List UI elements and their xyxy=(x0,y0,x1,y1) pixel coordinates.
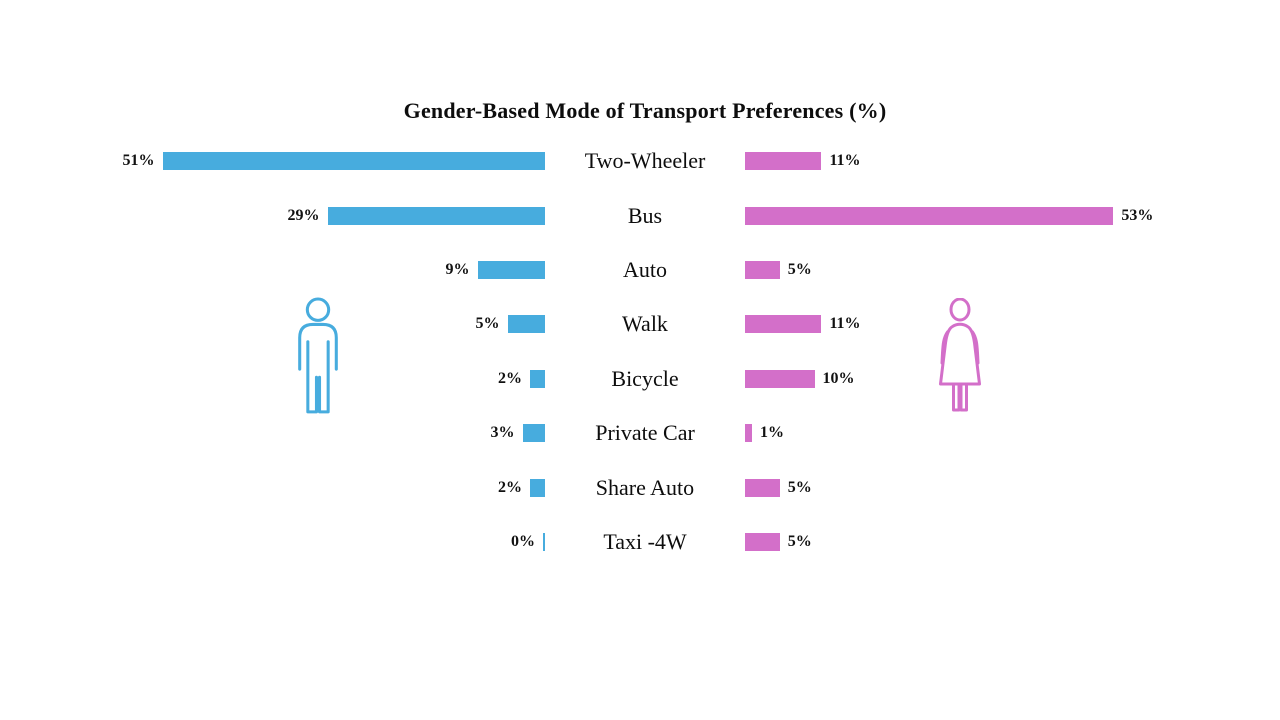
female-bar-pane: 5% xyxy=(745,478,1280,497)
male-person-icon xyxy=(298,297,338,414)
male-bar-pane: 5% xyxy=(0,315,545,334)
male-value-label: 51% xyxy=(122,152,155,170)
female-bar xyxy=(745,260,780,279)
female-bar-pane: 1% xyxy=(745,424,1280,443)
female-value-label: 5% xyxy=(787,532,812,550)
male-head xyxy=(305,297,331,322)
male-bar xyxy=(327,206,545,225)
category-label: Taxi -4W xyxy=(603,528,687,554)
male-value-label: 5% xyxy=(475,315,500,333)
male-bar xyxy=(162,152,545,171)
male-value-label: 29% xyxy=(287,206,320,224)
chart-title: Gender-Based Mode of Transport Preferenc… xyxy=(403,98,887,123)
female-bar-pane: 11% xyxy=(745,152,1280,171)
category-label: Two-Wheeler xyxy=(584,148,706,174)
category-label: Auto xyxy=(623,256,667,282)
female-figure xyxy=(939,298,981,412)
female-left-leg xyxy=(952,382,961,412)
female-head xyxy=(949,298,971,322)
female-bar-pane: 11% xyxy=(745,315,1280,334)
male-bar xyxy=(477,260,545,279)
male-bar xyxy=(530,478,545,497)
male-bar-pane: 2% xyxy=(0,478,545,497)
male-arms-shoulders xyxy=(298,322,338,371)
female-bar-pane: 53% xyxy=(745,206,1280,225)
chart-row: 51% Two-Wheeler 11% xyxy=(0,134,1280,188)
male-figure xyxy=(298,297,338,414)
male-bar xyxy=(530,369,545,388)
female-bar xyxy=(745,369,815,388)
female-left-arm xyxy=(940,330,949,365)
male-bar-pane: 9% xyxy=(0,260,545,279)
male-bar-pane: 3% xyxy=(0,424,545,443)
category-label: Private Car xyxy=(595,420,695,446)
male-value-label: 0% xyxy=(511,532,535,550)
female-bar xyxy=(745,424,752,443)
chart-row: 0% Taxi -4W 5% xyxy=(0,515,1280,569)
female-person-icon xyxy=(939,298,981,412)
female-bar-pane: 10% xyxy=(745,369,1280,388)
male-right-leg xyxy=(318,340,330,414)
female-value-label: 5% xyxy=(787,260,812,278)
female-value-label: 11% xyxy=(829,315,861,333)
female-bar xyxy=(745,206,1114,225)
category-label: Bus xyxy=(627,202,663,228)
male-bar xyxy=(507,315,545,334)
male-bar-pane: 2% xyxy=(0,369,545,388)
male-bar-pane: 51% xyxy=(0,152,545,171)
male-bar-pane: 0% xyxy=(0,532,545,551)
female-bar xyxy=(745,152,822,171)
category-label: Share Auto xyxy=(595,474,695,500)
female-value-label: 5% xyxy=(787,478,812,496)
female-value-label: 10% xyxy=(822,369,855,387)
male-value-label: 2% xyxy=(498,369,522,387)
male-bar xyxy=(522,424,545,443)
chart-row: 2% Share Auto 5% xyxy=(0,460,1280,514)
chart-row: 3% Private Car 1% xyxy=(0,406,1280,460)
male-bar xyxy=(543,532,545,551)
chart-rows: 51% Two-Wheeler 11% 29% Bus 53% 9% Auto 5% 5% Walk… xyxy=(0,134,1280,569)
female-bar xyxy=(745,478,780,497)
category-label: Walk xyxy=(622,311,668,337)
female-value-label: 1% xyxy=(759,424,784,442)
chart-row: 2% Bicycle 10% xyxy=(0,352,1280,406)
female-right-arm xyxy=(971,330,980,365)
female-bar xyxy=(745,532,780,551)
female-right-leg xyxy=(959,382,968,412)
female-value-label: 53% xyxy=(1121,206,1154,224)
category-label: Bicycle xyxy=(611,365,679,391)
male-left-leg xyxy=(306,340,318,414)
chart-row: 5% Walk 11% xyxy=(0,297,1280,351)
male-value-label: 2% xyxy=(498,478,522,496)
male-value-label: 3% xyxy=(490,424,515,442)
chart-row: 9% Auto 5% xyxy=(0,243,1280,297)
chart-row: 29% Bus 53% xyxy=(0,188,1280,242)
female-value-label: 11% xyxy=(829,152,861,170)
female-bar xyxy=(745,315,822,334)
female-bar-pane: 5% xyxy=(745,532,1280,551)
male-value-label: 9% xyxy=(445,260,470,278)
female-bar-pane: 5% xyxy=(745,260,1280,279)
male-bar-pane: 29% xyxy=(0,206,545,225)
